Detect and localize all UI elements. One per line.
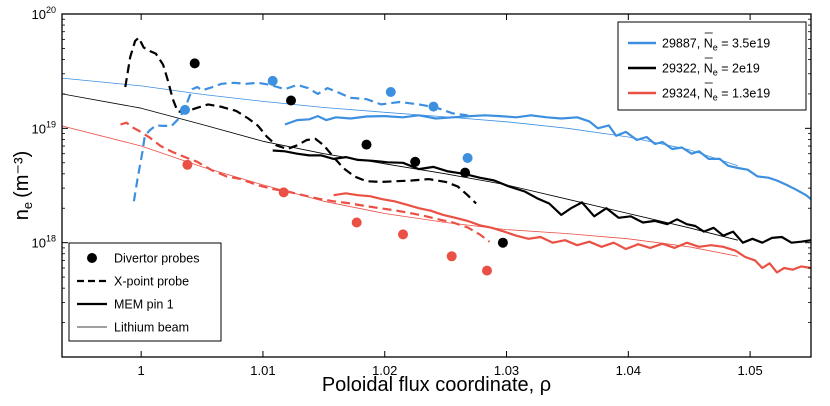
divertor-point-29887-4 bbox=[462, 153, 473, 163]
x-tick-label-4: 1.04 bbox=[616, 363, 641, 378]
y-axis-label-sub: e bbox=[20, 202, 35, 209]
divertor-point-29322-2 bbox=[361, 139, 372, 150]
method-legend: Divertor probes X-point probe MEM pin 1 Lit… bbox=[68, 242, 222, 342]
shots-legend-label-29322: 29322, Ne = 2e19 bbox=[662, 62, 760, 78]
y-axis-label-unit: (m⁻³) bbox=[11, 151, 33, 198]
shots-legend-box bbox=[617, 21, 807, 111]
divertor-point-29322-1 bbox=[286, 95, 296, 106]
method-legend-label-mem: MEM pin 1 bbox=[114, 298, 174, 312]
divertor-point-29324-4 bbox=[446, 251, 457, 262]
divertor-point-29322-0 bbox=[189, 58, 200, 69]
divertor-point-29887-3 bbox=[428, 101, 439, 112]
series-line-29324-mem bbox=[333, 192, 811, 274]
divertor-point-29322-3 bbox=[410, 156, 421, 167]
shots-legend-label-29324: 29324, Ne = 1.3e19 bbox=[662, 87, 770, 103]
method-legend-label-libeam: Lithium beam bbox=[114, 321, 189, 335]
series-line-29322-xpoint bbox=[124, 36, 477, 205]
x-axis-label: Poloidal flux coordinate, ρ bbox=[322, 374, 551, 396]
method-legend-label-divertor: Divertor probes bbox=[114, 252, 199, 266]
x-tick-label-1: 1.01 bbox=[250, 363, 275, 378]
axis-ticks: 1 1.01 1.02 1.03 1.04 1.05 1018 1019 1020 bbox=[32, 5, 811, 378]
method-legend-swatch-divertor bbox=[87, 253, 97, 263]
divertor-point-29324-2 bbox=[351, 217, 362, 228]
series-line-29887-xpoint bbox=[132, 81, 468, 202]
plot-frame bbox=[61, 13, 812, 358]
divertor-point-29887-2 bbox=[385, 87, 396, 97]
method-legend-label-xpoint: X-point probe bbox=[114, 275, 189, 289]
y-tick-label-1: 1019 bbox=[32, 119, 56, 136]
divertor-point-29324-1 bbox=[278, 187, 289, 198]
divertor-point-29322-4 bbox=[460, 167, 471, 178]
x-tick-label-5: 1.05 bbox=[737, 363, 762, 378]
shots-legend-label-29887: 29887, Ne = 3.5e19 bbox=[662, 37, 770, 53]
y-tick-label-2: 1020 bbox=[32, 5, 56, 22]
y-axis-label: ne (m⁻³) bbox=[11, 151, 35, 221]
shots-legend: 29887, Ne = 3.5e19 29322, Ne = 2e19 29324,… bbox=[617, 21, 807, 111]
x-tick-label-0: 1 bbox=[138, 363, 145, 378]
divertor-point-29887-1 bbox=[267, 75, 278, 86]
divertor-point-29324-3 bbox=[398, 229, 408, 240]
y-axis-label-main: n bbox=[11, 209, 33, 220]
divertor-point-29887-0 bbox=[180, 104, 190, 115]
divertor-point-29324-0 bbox=[182, 159, 193, 170]
series-layer bbox=[62, 36, 811, 276]
series-line-29322-mem bbox=[272, 149, 811, 244]
y-tick-label-0: 1018 bbox=[32, 234, 56, 251]
series-line-29887-mem bbox=[284, 114, 811, 201]
divertor-point-29322-5 bbox=[497, 237, 508, 248]
x-tick-label-3: 1.03 bbox=[494, 363, 519, 378]
x-tick-label-2: 1.02 bbox=[372, 363, 397, 378]
divertor-point-29324-5 bbox=[482, 265, 492, 276]
